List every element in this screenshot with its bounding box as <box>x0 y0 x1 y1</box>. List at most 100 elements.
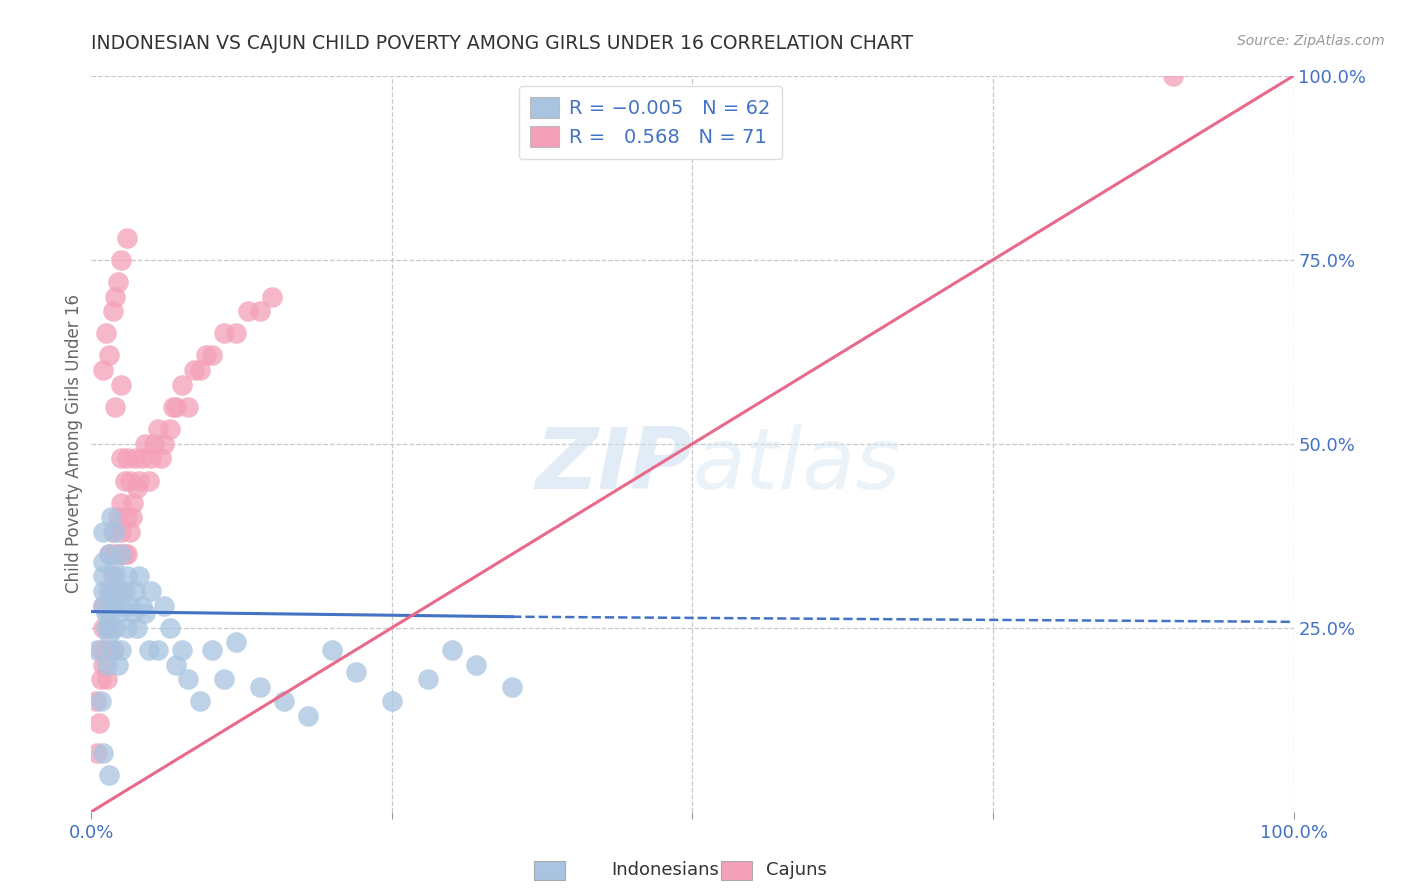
Point <box>170 642 193 657</box>
Point <box>165 657 187 672</box>
Point <box>117 569 139 583</box>
Text: Indonesians: Indonesians <box>612 861 720 879</box>
Point <box>108 547 131 561</box>
Point <box>107 657 129 672</box>
Point <box>93 554 115 569</box>
Point <box>152 599 174 613</box>
Point <box>260 289 283 303</box>
Point <box>110 378 132 392</box>
Point <box>90 673 112 687</box>
Point <box>381 694 404 708</box>
Point <box>104 599 127 613</box>
Point <box>93 363 115 377</box>
Point <box>98 768 121 782</box>
Point <box>117 510 139 524</box>
Point <box>440 642 463 657</box>
Point <box>117 451 139 466</box>
Point <box>465 657 488 672</box>
Point <box>94 642 117 657</box>
Point <box>98 547 121 561</box>
Point <box>118 474 141 488</box>
Point <box>103 562 125 576</box>
Point <box>114 474 136 488</box>
Text: Cajuns: Cajuns <box>766 861 827 879</box>
Text: atlas: atlas <box>692 425 900 508</box>
Point <box>131 451 153 466</box>
Point <box>201 348 224 362</box>
Point <box>101 569 124 583</box>
Point <box>117 547 139 561</box>
Point <box>114 584 136 599</box>
Point <box>90 694 112 708</box>
Point <box>104 569 127 583</box>
Point <box>110 252 132 267</box>
Point <box>225 635 247 649</box>
Point <box>104 289 127 303</box>
Point <box>344 665 367 679</box>
Point <box>110 496 132 510</box>
Point <box>122 606 145 620</box>
Point <box>93 569 115 583</box>
Point <box>96 673 118 687</box>
Point <box>170 378 193 392</box>
Point <box>159 422 181 436</box>
Point <box>118 524 141 539</box>
Point <box>249 680 271 694</box>
Point <box>1161 69 1184 83</box>
Point <box>93 599 115 613</box>
Point <box>125 621 148 635</box>
Point <box>108 606 131 620</box>
Point <box>96 657 118 672</box>
Point <box>124 451 146 466</box>
Point <box>117 231 139 245</box>
Point <box>236 304 259 318</box>
Point <box>98 621 121 635</box>
Point <box>110 524 132 539</box>
Point <box>249 304 271 318</box>
Point <box>128 569 150 583</box>
Point <box>104 547 127 561</box>
Point <box>93 657 115 672</box>
Point <box>110 584 132 599</box>
Point <box>86 642 108 657</box>
Point <box>98 584 121 599</box>
Point <box>150 451 173 466</box>
Point <box>122 496 145 510</box>
Point <box>146 642 169 657</box>
Point <box>86 746 108 760</box>
Point <box>103 642 125 657</box>
Point <box>125 481 148 495</box>
Text: Source: ZipAtlas.com: Source: ZipAtlas.com <box>1237 34 1385 48</box>
Point <box>107 275 129 289</box>
Point <box>165 400 187 414</box>
Point <box>110 599 132 613</box>
Point <box>416 673 439 687</box>
Point <box>118 599 141 613</box>
Point <box>94 621 117 635</box>
Point <box>90 642 112 657</box>
Point <box>138 642 160 657</box>
Point <box>93 599 115 613</box>
Point <box>159 621 181 635</box>
Point <box>138 474 160 488</box>
Point <box>93 746 115 760</box>
Point <box>87 716 110 731</box>
Point <box>212 673 235 687</box>
Point <box>98 348 121 362</box>
Point <box>114 547 136 561</box>
Point <box>93 621 115 635</box>
Point <box>110 451 132 466</box>
Point <box>152 436 174 450</box>
Legend: R = −0.005   N = 62, R =   0.568   N = 71: R = −0.005 N = 62, R = 0.568 N = 71 <box>519 86 782 159</box>
Point <box>121 510 143 524</box>
Point <box>146 422 169 436</box>
Point <box>107 584 129 599</box>
Point <box>104 599 127 613</box>
Y-axis label: Child Poverty Among Girls Under 16: Child Poverty Among Girls Under 16 <box>65 294 83 593</box>
Point <box>212 326 235 341</box>
Point <box>93 584 115 599</box>
Point <box>225 326 247 341</box>
Point <box>101 642 124 657</box>
Point <box>141 451 163 466</box>
Text: INDONESIAN VS CAJUN CHILD POVERTY AMONG GIRLS UNDER 16 CORRELATION CHART: INDONESIAN VS CAJUN CHILD POVERTY AMONG … <box>91 34 914 53</box>
